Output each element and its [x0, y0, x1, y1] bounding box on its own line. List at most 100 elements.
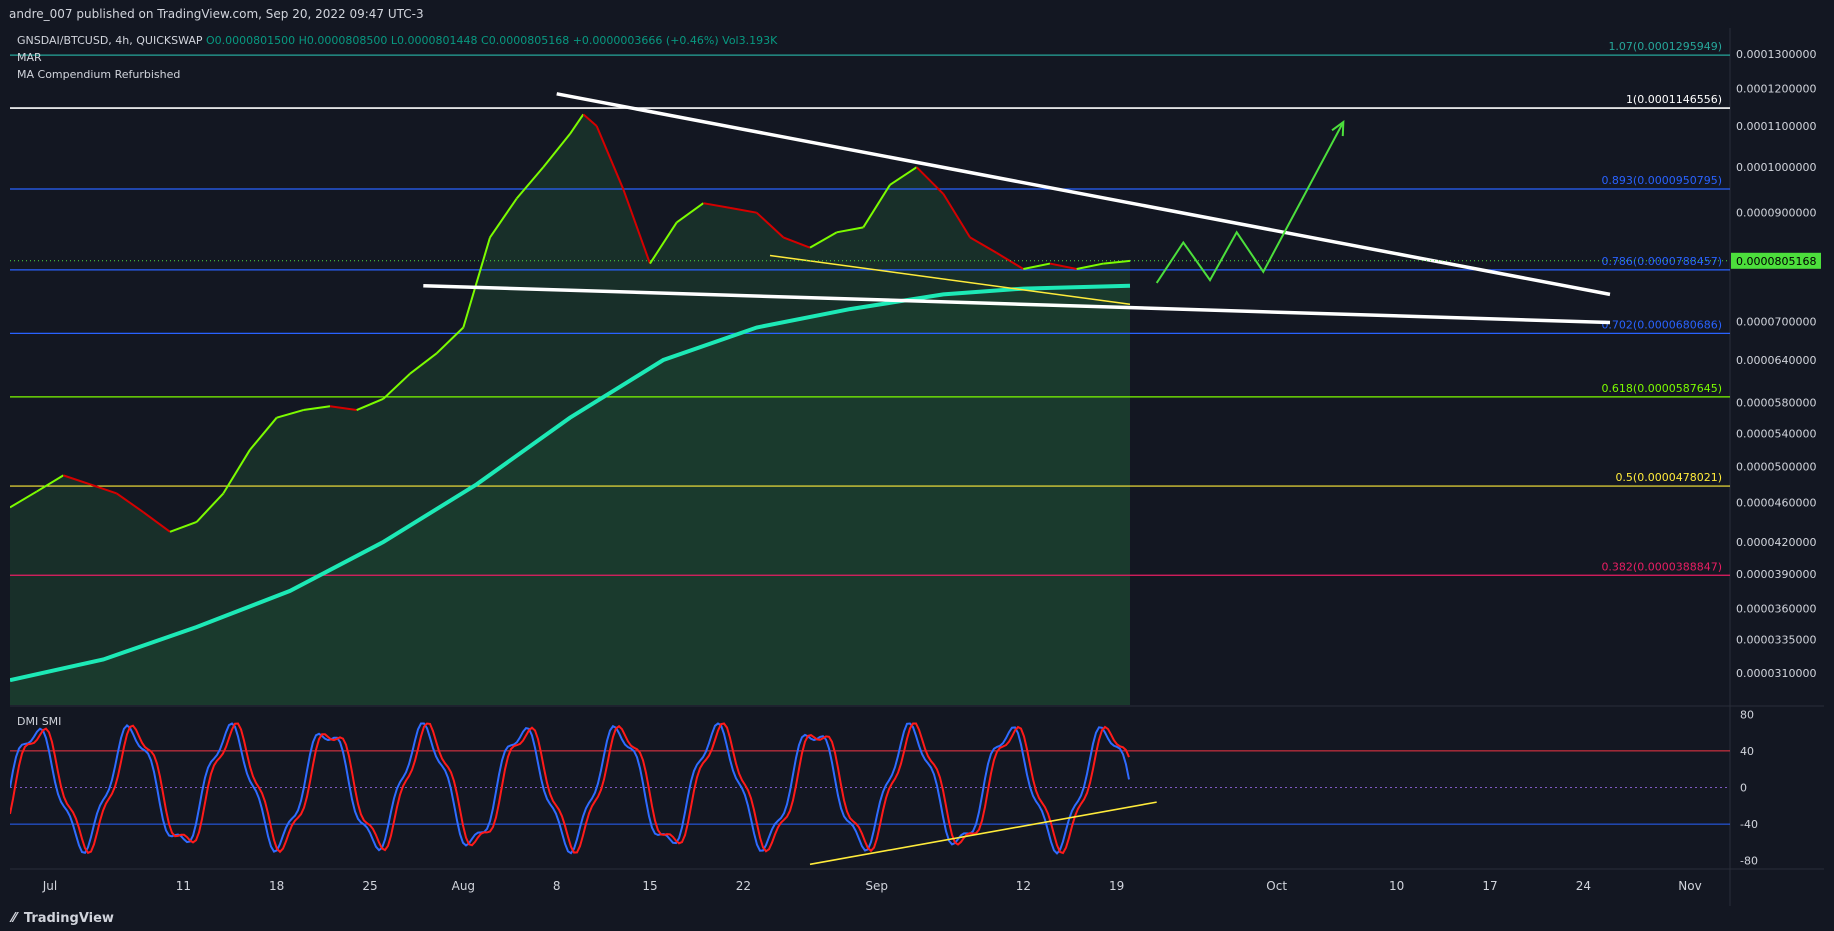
symbol-legend[interactable]: GNSDAI/BTCUSD, 4h, QUICKSWAP O0.00008015…	[17, 34, 777, 47]
price-tick-0: 0.0001300000	[1736, 48, 1816, 61]
price-segment	[382, 372, 411, 400]
projection-path	[1155, 121, 1345, 284]
osc-tick-0: 80	[1740, 708, 1754, 721]
osc-tick-3: -40	[1740, 818, 1758, 831]
price-tick-11: 0.0000420000	[1736, 536, 1816, 549]
publish-info: andre_007 published on TradingView.com, …	[0, 0, 1834, 28]
fib-label-1: 1(0.0001146556)	[1626, 93, 1722, 106]
price-segment	[409, 352, 438, 375]
osc-tick-1: 40	[1740, 745, 1754, 758]
last-price-badge	[1731, 252, 1821, 269]
projection-arrow-icon	[1331, 120, 1345, 137]
price-segment	[836, 226, 864, 234]
price-segment	[142, 511, 171, 533]
time-tick-4: Aug	[452, 879, 475, 893]
price-segment	[729, 206, 757, 214]
price-segment	[569, 113, 585, 135]
price-segment	[63, 474, 91, 486]
smi-blue-line	[9, 722, 1130, 855]
ma-slow-line	[9, 283, 1131, 683]
price-segment	[1023, 262, 1051, 270]
chart-frame[interactable]: 1.07(0.0001295949) 1(0.0001146556) 0.893(0…	[9, 28, 1824, 906]
time-tick-6: 15	[642, 879, 657, 893]
price-segment	[462, 237, 491, 328]
ma-area-fill	[10, 285, 1130, 705]
price-segment	[582, 113, 598, 127]
price-segment	[622, 188, 651, 264]
price-tick-5: 0.0000700000	[1736, 315, 1816, 328]
time-tick-15: Nov	[1678, 879, 1701, 893]
price-segment	[356, 397, 384, 411]
time-tick-1: 11	[176, 879, 191, 893]
ohlc-low: L0.0000801448	[390, 34, 478, 47]
time-tick-14: 24	[1576, 879, 1591, 893]
price-tick-6: 0.0000640000	[1736, 354, 1816, 367]
price-segment	[782, 236, 811, 249]
price-tick-2: 0.0001100000	[1736, 120, 1816, 133]
price-tick-1: 0.0001200000	[1736, 82, 1816, 95]
time-tick-9: 12	[1016, 879, 1031, 893]
price-segment	[595, 125, 625, 190]
price-tick-8: 0.0000540000	[1736, 427, 1816, 440]
symbol-info: GNSDAI/BTCUSD, 4h, QUICKSWAP	[17, 34, 203, 47]
brand-name: TradingView	[23, 911, 114, 926]
time-tick-12: 10	[1389, 879, 1404, 893]
fib-label-6: 0.5(0.0000478021)	[1615, 471, 1722, 484]
price-tick-3: 0.0001000000	[1736, 161, 1816, 174]
fib-label-3: 0.786(0.0000788457)	[1601, 255, 1722, 268]
time-tick-2: 18	[269, 879, 284, 893]
price-segment	[435, 326, 465, 355]
time-tick-3: 25	[362, 879, 377, 893]
price-tick-4: 0.0000900000	[1736, 207, 1816, 220]
price-segment	[915, 166, 945, 195]
price-segment	[489, 197, 518, 238]
lower-trendline	[423, 283, 1611, 325]
price-segment	[515, 166, 545, 200]
time-tick-11: Oct	[1266, 879, 1287, 893]
price-tick-14: 0.0000335000	[1736, 634, 1816, 647]
price-segment	[649, 221, 678, 265]
dmi-smi-label[interactable]: DMI SMI	[17, 715, 62, 728]
price-segment	[1076, 262, 1104, 270]
ohlc-close: C0.0000805168	[481, 34, 570, 47]
price-segment	[9, 490, 38, 509]
price-segment	[969, 236, 998, 254]
price-segment	[303, 405, 331, 412]
price-tick-7: 0.0000580000	[1736, 397, 1816, 410]
price-tick-10: 0.0000460000	[1736, 497, 1816, 510]
time-tick-0: Jul	[42, 879, 57, 893]
ohlc-volume: Vol3.193K	[722, 34, 778, 47]
ohlc-change: +0.0000003666 (+0.46%)	[572, 34, 719, 47]
indicator-mar-label[interactable]: MAR	[17, 51, 42, 64]
fib-label-0: 1.07(0.0001295949)	[1608, 40, 1722, 53]
price-area-fill	[10, 114, 1130, 705]
price-segment	[276, 409, 304, 419]
last-price-label: 0.0000805168	[1736, 255, 1816, 268]
ohlc-open: O0.0000801500	[206, 34, 296, 47]
osc-rising-support	[809, 801, 1157, 866]
price-segment	[1103, 259, 1131, 265]
price-segment	[36, 474, 64, 493]
price-segment	[89, 483, 117, 495]
price-segment	[116, 492, 144, 513]
footer-brand[interactable]: ⁄⁄ TradingView	[0, 906, 1834, 931]
price-segment	[942, 193, 971, 238]
fib-label-5: 0.618(0.0000587645)	[1601, 382, 1722, 395]
tradingview-logo-icon: ⁄⁄	[12, 911, 17, 926]
price-segment	[249, 417, 278, 451]
price-segment	[1049, 262, 1077, 270]
price-segment	[542, 133, 571, 168]
price-tick-12: 0.0000390000	[1736, 568, 1816, 581]
price-chart[interactable]: 1.07(0.0001295949) 1(0.0001146556) 0.893(0…	[9, 28, 1824, 906]
indicator-ma-compendium-label[interactable]: MA Compendium Refurbished	[17, 68, 181, 81]
price-segment	[676, 202, 704, 224]
fib-label-2: 0.893(0.0000950795)	[1601, 174, 1722, 187]
price-tick-13: 0.0000360000	[1736, 603, 1816, 616]
time-tick-10: 19	[1109, 879, 1124, 893]
time-tick-8: Sep	[865, 879, 888, 893]
price-segment	[329, 405, 357, 412]
price-tick-9: 0.0000500000	[1736, 461, 1816, 474]
osc-tick-2: 0	[1740, 782, 1747, 795]
fib-label-4: 0.702(0.0000680686)	[1601, 318, 1722, 331]
price-segment	[703, 202, 731, 209]
